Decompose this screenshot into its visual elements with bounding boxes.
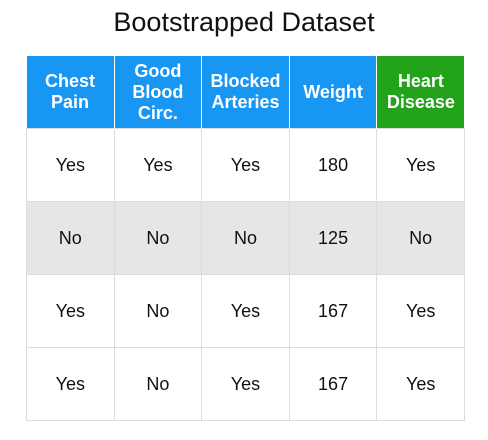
header-row: Chest Pain Good Blood Circ. Blocked Arteries… [26, 56, 465, 129]
cell-heart-disease: No [376, 201, 465, 275]
page-title: Bootstrapped Dataset [113, 7, 375, 37]
cell-good-blood-circ: No [113, 347, 203, 421]
cell-chest-pain: No [26, 201, 115, 275]
cell-blocked-arteries: Yes [201, 274, 290, 348]
cell-weight: 167 [288, 274, 378, 348]
cell-weight: 125 [288, 201, 378, 275]
cell-weight: 167 [288, 347, 378, 421]
table-row: No No No 125 No [26, 201, 465, 275]
cell-heart-disease: Yes [376, 347, 465, 421]
cell-blocked-arteries: Yes [201, 347, 290, 421]
cell-chest-pain: Yes [26, 347, 115, 421]
cell-chest-pain: Yes [26, 128, 115, 202]
header-blocked-arteries: Blocked Arteries [201, 56, 290, 129]
header-good-blood-circ: Good Blood Circ. [114, 56, 203, 129]
cell-good-blood-circ: No [113, 201, 203, 275]
cell-blocked-arteries: Yes [201, 128, 290, 202]
table-row: Yes No Yes 167 Yes [26, 347, 465, 421]
cell-weight: 180 [288, 128, 378, 202]
cell-good-blood-circ: No [113, 274, 203, 348]
header-weight: Weight [289, 56, 378, 129]
table-row: Yes Yes Yes 180 Yes [26, 128, 465, 202]
cell-blocked-arteries: No [201, 201, 290, 275]
bootstrapped-dataset-table: Chest Pain Good Blood Circ. Blocked Arteries… [26, 56, 465, 421]
header-heart-disease: Heart Disease [376, 56, 465, 129]
header-chest-pain: Chest Pain [26, 56, 115, 129]
cell-chest-pain: Yes [26, 274, 115, 348]
cell-heart-disease: Yes [376, 128, 465, 202]
cell-good-blood-circ: Yes [113, 128, 203, 202]
cell-heart-disease: Yes [376, 274, 465, 348]
table-row: Yes No Yes 167 Yes [26, 274, 465, 348]
